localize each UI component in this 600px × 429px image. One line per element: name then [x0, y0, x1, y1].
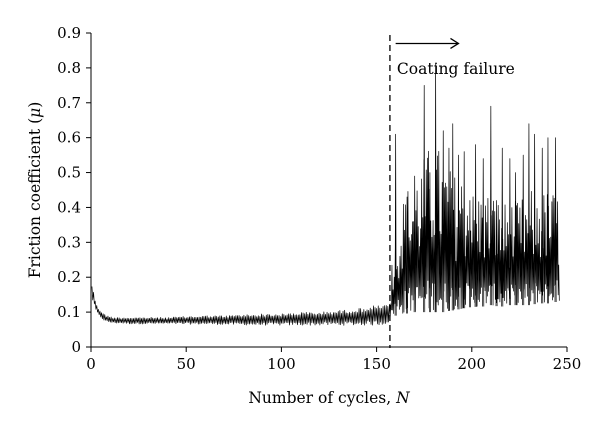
y-axis-label-variable: μ — [26, 108, 44, 118]
y-tick-label-3: 0.3 — [57, 233, 81, 251]
y-tick-label-9: 0.9 — [57, 24, 81, 42]
x-tick-label-50: 50 — [177, 355, 196, 373]
y-axis-label-text: Friction coefficient ( — [26, 118, 44, 278]
x-tick-label-250: 250 — [553, 355, 582, 373]
x-axis-ticks: 0 50 100 150 200 250 — [86, 347, 581, 373]
plot-area — [91, 64, 560, 326]
arrow-head-icon — [450, 37, 460, 50]
y-tick-label-0: 0 — [71, 338, 81, 356]
y-axis-ticks: 0 0.1 0.2 0.3 0.4 0.5 0.6 0.7 0.8 0.9 — [57, 24, 91, 356]
x-tick-label-150: 150 — [362, 355, 391, 373]
coating-failure-label: Coating failure — [397, 60, 515, 78]
x-tick-label-100: 100 — [267, 355, 296, 373]
y-tick-label-2: 0.2 — [57, 268, 81, 286]
friction-series-line — [91, 64, 560, 326]
x-axis-label-text: Number of cycles, — [248, 389, 396, 407]
x-axis-label: Number of cycles, N — [248, 389, 411, 407]
y-tick-label-4: 0.4 — [57, 198, 81, 216]
y-tick-label-5: 0.5 — [57, 164, 81, 182]
x-axis-label-variable: N — [395, 389, 411, 407]
y-axis-label: Friction coefficient (μ) — [26, 102, 44, 279]
y-tick-label-6: 0.6 — [57, 129, 81, 147]
y-tick-label-8: 0.8 — [57, 59, 81, 77]
y-tick-label-7: 0.7 — [57, 94, 81, 112]
y-axis-label-close: ) — [26, 102, 44, 108]
x-tick-label-200: 200 — [457, 355, 486, 373]
y-tick-label-1: 0.1 — [57, 303, 81, 321]
x-tick-label-0: 0 — [86, 355, 96, 373]
